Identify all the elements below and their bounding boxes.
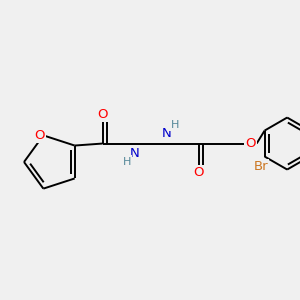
Text: O: O	[98, 108, 108, 121]
Text: N: N	[130, 147, 140, 160]
Text: N: N	[162, 127, 172, 140]
Text: O: O	[245, 137, 256, 150]
Text: H: H	[122, 157, 131, 166]
Text: H: H	[170, 119, 179, 130]
Text: O: O	[34, 129, 45, 142]
Text: O: O	[194, 166, 204, 179]
Text: Br: Br	[253, 160, 268, 173]
